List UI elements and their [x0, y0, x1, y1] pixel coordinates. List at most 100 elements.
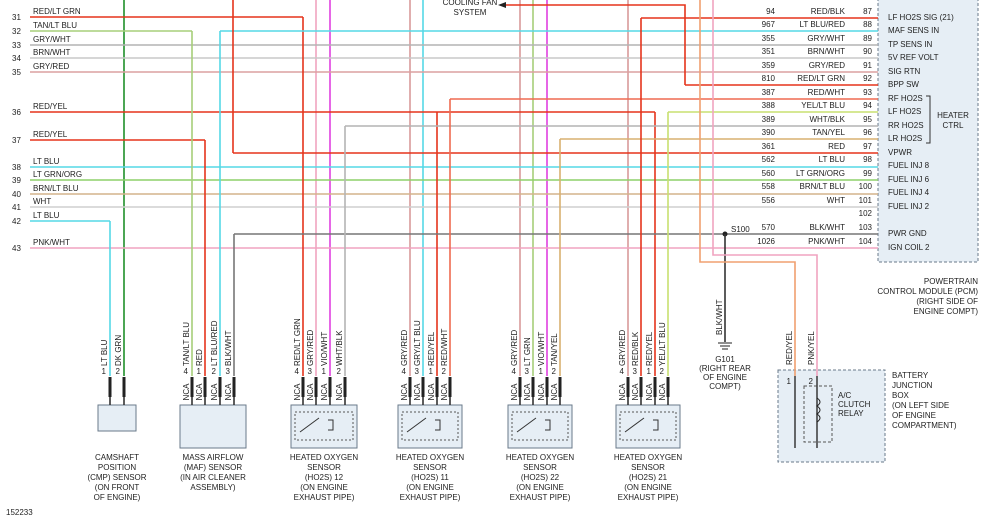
component-name: SENSOR: [523, 463, 557, 472]
component-name: ASSEMBLY): [190, 483, 236, 492]
arrow: [498, 2, 506, 8]
wire-color: BRN/LT BLU: [800, 182, 846, 191]
wire-color: BLK/WHT: [809, 223, 845, 232]
component-name: (ON ENGINE: [300, 483, 348, 492]
wire-color: RED/YEL: [645, 331, 654, 366]
connector-id: NCA: [523, 383, 532, 401]
pin-terminal: [343, 377, 347, 397]
component-name: HEATED OXYGEN: [290, 453, 359, 462]
component-box: [97, 404, 137, 432]
pin-number: 3: [633, 367, 638, 376]
pin-terminal: [653, 377, 657, 397]
pcm-label: POWERTRAIN: [924, 277, 978, 286]
component-name: (ON ENGINE: [624, 483, 672, 492]
component-name: HEATED OXYGEN: [396, 453, 465, 462]
circuit-number: 33: [12, 41, 21, 50]
pin-terminal: [203, 377, 207, 397]
splice-label: S100: [731, 225, 750, 234]
connector-id: NCA: [537, 383, 546, 401]
pin-number: 4: [295, 367, 300, 376]
wire-color: GRY/WHT: [807, 34, 845, 43]
component-box: [290, 404, 358, 449]
pin-number: 96: [863, 128, 872, 137]
circuit-number: 43: [12, 244, 21, 253]
pin-name: VPWR: [888, 148, 912, 157]
pin-number: 2: [442, 367, 447, 376]
wire-color: WHT: [33, 197, 51, 206]
pin-number: 99: [863, 169, 872, 178]
pcm-label: CONTROL MODULE (PCM): [877, 287, 978, 296]
pin-number: 101: [859, 196, 873, 205]
circuit-number: 390: [762, 128, 776, 137]
wire-color: LT BLU: [33, 157, 60, 166]
sensor-symbol: [299, 417, 334, 433]
component-box: [397, 404, 463, 449]
component-name: SENSOR: [413, 463, 447, 472]
pin-terminal: [448, 377, 452, 397]
component-name: (HO2S) 11: [411, 473, 449, 482]
cooling-fan-label: SYSTEM: [454, 8, 487, 17]
connector-id: NCA: [413, 383, 422, 401]
pin-number: 3: [226, 367, 231, 376]
ground-label: G101: [715, 355, 735, 364]
pin-number: 1: [102, 367, 107, 376]
pin-terminal: [531, 377, 535, 397]
wire-color: BRN/WHT: [33, 48, 70, 57]
wire-color: RED: [828, 142, 845, 151]
wire-color: RED/LT GRN: [797, 74, 845, 83]
sensor-symbol: [406, 417, 441, 433]
pin-number: 2: [212, 367, 217, 376]
pin-number: 3: [415, 367, 420, 376]
component-name: SENSOR: [307, 463, 341, 472]
component-box: [615, 404, 681, 449]
component-name: POSITION: [98, 463, 136, 472]
pin-number: 97: [863, 142, 872, 151]
connector-id: NCA: [224, 383, 233, 401]
wire-color: GRY/RED: [306, 329, 315, 366]
relay-label: CLUTCH: [838, 400, 871, 409]
component-name: (ON ENGINE: [516, 483, 564, 492]
pin-number: 98: [863, 155, 872, 164]
pin-name: TP SENS IN: [888, 40, 933, 49]
junction-box-label: BOX: [892, 391, 910, 400]
wire-color: PNK/WHT: [808, 237, 845, 246]
wire-color: LT BLU: [33, 211, 60, 220]
pin-name: RF HO2S: [888, 94, 923, 103]
circuit-number: 32: [12, 27, 21, 36]
wire-color: YEL/LT BLU: [801, 101, 845, 110]
component-name: (ON ENGINE: [406, 483, 454, 492]
pin-name: 5V REF VOLT: [888, 53, 939, 62]
pin-number: 2: [116, 367, 121, 376]
connector-id: NCA: [306, 383, 315, 401]
circuit-number: 361: [762, 142, 776, 151]
heater-ctrl-label: HEATER: [937, 111, 969, 120]
pin-terminal: [545, 377, 549, 397]
wire-color: PNK/YEL: [807, 331, 816, 365]
pin-name: BPP SW: [888, 80, 919, 89]
component-name: EXHAUST PIPE): [618, 493, 679, 502]
pin-name: FUEL INJ 4: [888, 188, 930, 197]
wire-color: RED/YEL: [785, 330, 794, 365]
sensor-symbol: [624, 417, 659, 433]
component-name: EXHAUST PIPE): [294, 493, 355, 502]
ground-label: (RIGHT REAR: [699, 364, 751, 373]
pin-name: FUEL INJ 2: [888, 202, 930, 211]
junction-box-label: (ON LEFT SIDE: [892, 401, 949, 410]
pin-number: 102: [859, 209, 873, 218]
pin-terminal: [666, 377, 670, 397]
component-name: (CMP) SENSOR: [87, 473, 146, 482]
circuit-number: 1026: [757, 237, 775, 246]
sensor-element: [619, 411, 677, 441]
wire-color: BRN/WHT: [808, 47, 845, 56]
pin-number: 2: [337, 367, 342, 376]
circuit-number: 556: [762, 196, 776, 205]
pin-number: 3: [525, 367, 530, 376]
connector-id: NCA: [293, 383, 302, 401]
pin-number: 88: [863, 20, 872, 29]
component-name: EXHAUST PIPE): [510, 493, 571, 502]
circuit-number: 387: [762, 88, 776, 97]
pin-number: 91: [863, 61, 872, 70]
pin-number: 4: [184, 367, 189, 376]
pin-name: PWR GND: [888, 229, 927, 238]
figure-id: 152233: [6, 508, 33, 517]
